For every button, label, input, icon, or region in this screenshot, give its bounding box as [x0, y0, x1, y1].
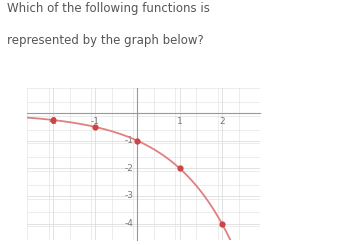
- Point: [50, 118, 55, 122]
- Text: -1: -1: [91, 117, 100, 126]
- Text: -1: -1: [124, 136, 133, 145]
- Text: Which of the following functions is: Which of the following functions is: [7, 2, 210, 15]
- Text: -2: -2: [48, 117, 57, 126]
- Point: [177, 166, 182, 170]
- Text: -3: -3: [124, 191, 133, 200]
- Text: -2: -2: [124, 164, 133, 173]
- Text: 1: 1: [177, 117, 182, 126]
- Point: [219, 221, 225, 225]
- Point: [92, 125, 98, 129]
- Point: [134, 139, 140, 143]
- Text: -4: -4: [124, 219, 133, 228]
- Text: 2: 2: [219, 117, 225, 126]
- Text: represented by the graph below?: represented by the graph below?: [7, 34, 203, 47]
